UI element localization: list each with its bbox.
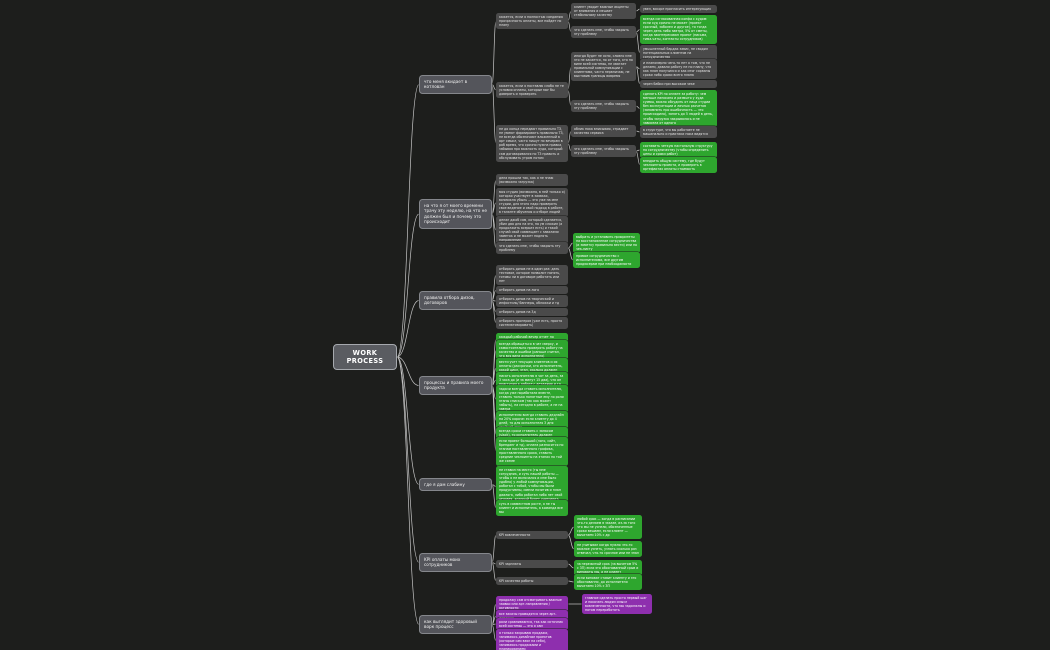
mindmap-node-c73[interactable]: роли сравниваются, так как источник всей… [496, 618, 568, 631]
mindmap-node-c23[interactable]: делал джоб сам, который сделается, убил … [496, 216, 568, 245]
mindmap-node-g11[interactable]: клиент уводит важные акценты от внимания… [571, 3, 636, 20]
mindmap-node-c32[interactable]: отбирать дизов на лого [496, 286, 568, 295]
mindmap-node-gg14[interactable]: и планомерно чего-то нет о том, что не д… [640, 59, 717, 80]
mindmap-node-c61[interactable]: KPI вовлеченности [496, 531, 568, 540]
mindmap-node-g62[interactable]: не учитывал когда нужно что-то важное ус… [574, 541, 642, 558]
connector-c63-g64 [567, 580, 575, 583]
connector-b1-c11 [491, 20, 497, 85]
mindmap-node-g12[interactable]: что сделать мне, чтобы закрыть эту пробл… [571, 26, 636, 39]
branch-topic-b6[interactable]: KPI оплаты моих сотрудников [419, 553, 492, 572]
connector-b1-c13 [491, 84, 497, 144]
mindmap-node-g63[interactable]: за пережитый срок (за вычетом 5% с ЗП) е… [574, 560, 642, 577]
connector-g14-gg16 [635, 105, 641, 109]
connector-c12-g14 [567, 89, 572, 107]
connector-c13-g16 [567, 143, 572, 152]
connector-c62-g63 [567, 563, 575, 569]
mindmap-node-gg18[interactable]: составить четкую настольную структуру по… [640, 142, 717, 159]
connector-b6-c63 [491, 562, 497, 582]
mindmap-node-c21[interactable]: дела прошли так, как я не знаю (возможно… [496, 174, 568, 187]
mindmap-node-c31[interactable]: отбирать дизов не в один раз: дать тесто… [496, 265, 568, 286]
mindmap-node-g13[interactable]: иногда будет не ясно, словно мне это не … [571, 52, 636, 81]
mindmap-node-c48[interactable]: если проект большой (лого, сайт, брендин… [496, 437, 568, 466]
connector-g12-gg12 [635, 29, 641, 33]
connector-c13-g15 [567, 130, 572, 144]
connector-root-b1 [396, 84, 420, 358]
branch-topic-b1[interactable]: что меня вкидает в котлован [419, 75, 492, 94]
connector-b7-c74 [491, 624, 497, 642]
mindmap-node-gg11[interactable]: увел, вскоре пригласить интересующих [640, 5, 717, 14]
connector-g11-gg11 [635, 8, 641, 12]
mindmap-node-gg16[interactable]: сделать KPI по оплате за работу: чем мен… [640, 90, 717, 127]
connector-c24-g21 [567, 242, 574, 249]
mindmap-node-c45[interactable]: задачи всегда ставить исполнителю, когда… [496, 385, 568, 414]
central-topic[interactable]: WORK PROCESS [333, 344, 397, 370]
connector-b1-c12 [491, 84, 497, 91]
connector-c11-g11 [567, 10, 572, 22]
mindmap-node-g61[interactable]: любой срок — когда в расписании что-то д… [574, 515, 642, 540]
mindmap-node-g15[interactable]: облик пока вписываю, страдает качество с… [571, 125, 636, 138]
connector-root-b5 [396, 356, 420, 485]
connector-root-b6 [396, 356, 420, 563]
connector-c61-g62 [567, 534, 575, 550]
mindmap-node-g71[interactable]: главное сделать просто первый шаг и пока… [582, 594, 652, 615]
connector-g12-gg13 [635, 31, 641, 54]
connector-b2-c21 [491, 179, 497, 215]
mindmap-node-c35[interactable]: отбирать прогеров (уже есть, просто сист… [496, 317, 568, 330]
mindmap-node-gg12[interactable]: всегда согласованная конфа с худом: если… [640, 15, 717, 44]
mindmap-node-c62[interactable]: KPI зарплаты [496, 560, 568, 569]
mindmap-node-c74[interactable]: я только закрываю продажи, занимаюсь диз… [496, 629, 568, 650]
mindmap-node-gg17[interactable]: в структуре, что вы работаете не машинал… [640, 126, 717, 139]
connector-root-b4 [396, 356, 420, 386]
connector-b2-c22 [491, 202, 497, 215]
branch-topic-b4[interactable]: процессы и правила моего продукта [419, 376, 492, 395]
mindmap-node-gg19[interactable]: внедрить общую систему, где будут чекпои… [640, 157, 717, 174]
connector-b4-c44 [491, 379, 497, 386]
mindmap-node-c42[interactable]: всегда обращаться в чат сверху, и самост… [496, 340, 568, 361]
connector-b3-c35 [491, 300, 497, 324]
mindmap-node-g14[interactable]: что сделать мне, чтобы закрыть эту пробл… [571, 100, 636, 113]
mindmap-node-c63[interactable]: KPI качества работы [496, 577, 568, 586]
mindmap-node-c12[interactable]: кажется, если я поставлю слабо не те усл… [496, 82, 568, 99]
connector-g16-gg19 [635, 150, 641, 166]
mindmap-node-gg15[interactable]: через бабки при высоком чеке [640, 80, 717, 89]
connector-b6-c61 [491, 534, 497, 563]
connector-c24-g22 [567, 247, 574, 261]
mindmap-node-c13[interactable]: не до конца передают правильно ТЗ, не ум… [496, 125, 568, 162]
connector-b4-c48 [491, 385, 497, 452]
mindmap-node-c22[interactable]: моя студия (возможно, в ней только я) ко… [496, 188, 568, 217]
connector-g13-gg15 [635, 66, 641, 85]
connector-g15-gg17 [635, 130, 641, 133]
mindmap-node-g16[interactable]: что сделать мне, чтобы закрыть эту пробл… [571, 145, 636, 158]
connector-c12-g13 [567, 66, 572, 91]
connector-c61-g61 [567, 526, 575, 536]
connector-root-b7 [396, 356, 420, 625]
connector-root-b3 [396, 300, 420, 358]
branch-topic-b7[interactable]: как выглядит здоровый ворк процесс [419, 615, 492, 634]
mindmap-node-c71[interactable]: продолжу сам отсматривать важные заявки … [496, 596, 568, 613]
mindmap-node-g64[interactable]: если виноват ставит клиенту и это обосно… [574, 574, 642, 591]
mindmap-node-c44[interactable]: писать исполнителю в чат за день, за 3 ч… [496, 372, 568, 389]
mindmap-node-g22[interactable]: прямое сотрудничество с исполнителями, в… [573, 252, 640, 269]
mindmap-node-c34[interactable]: отбирать дизов на 3д [496, 308, 568, 317]
branch-topic-b5[interactable]: где я дам слабину [419, 478, 492, 492]
connector-b5-c52 [491, 484, 497, 509]
branch-topic-b3[interactable]: правила отбора дизов, договоров [419, 291, 492, 310]
mindmap-node-gg13[interactable]: умышленный бардак завис, не сводил потен… [640, 45, 717, 62]
branch-topic-b2[interactable]: на что я от моего времени трачу эту неде… [419, 199, 492, 229]
connector-root-b2 [396, 213, 420, 358]
mindmap-node-c52[interactable]: суть в совместном росте, я не ты клиент … [496, 500, 568, 517]
mindmap-node-c24[interactable]: что сделать мне, чтобы закрыть эту пробл… [496, 242, 568, 255]
mindmap-node-g21[interactable]: выбрать и установить приоритеты на восст… [573, 233, 640, 254]
mindmap-node-c33[interactable]: отбирать дизов на творческий и инфостиль… [496, 295, 568, 308]
mindmap-node-c11[interactable]: кажется, если я полностью соединяю прозр… [496, 13, 568, 30]
connector-c11-g12 [567, 20, 572, 33]
connector-b2-c24 [491, 213, 497, 249]
